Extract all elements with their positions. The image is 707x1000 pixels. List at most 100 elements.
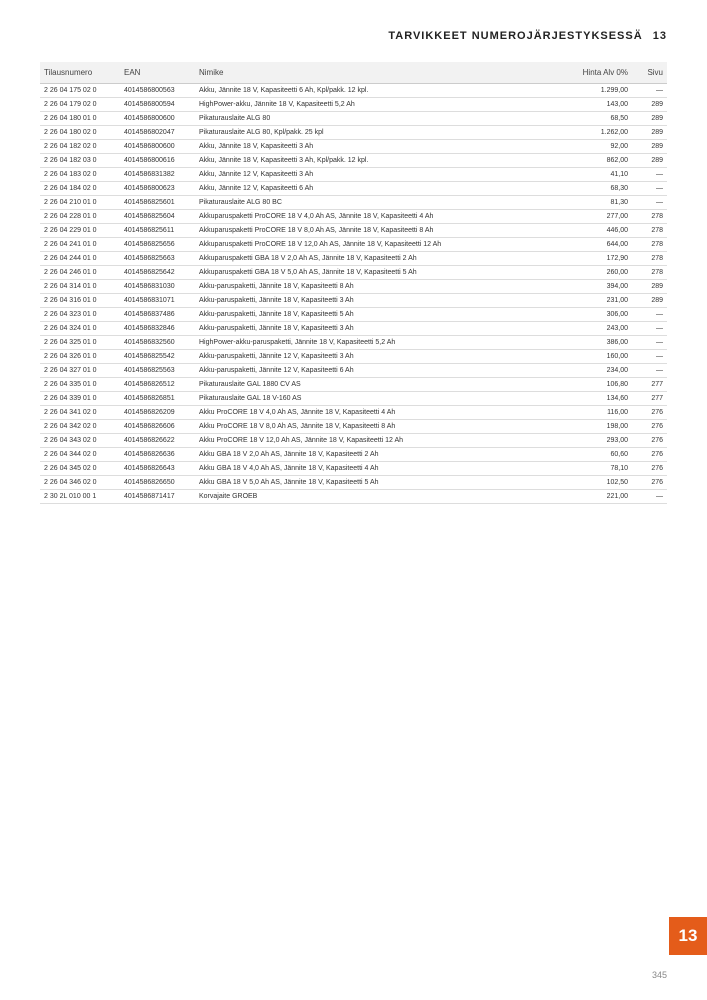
cell-name: Pikaturauslaite GAL 1880 CV AS bbox=[195, 378, 577, 392]
cell-name: Akku GBA 18 V 2,0 Ah AS, Jännite 18 V, K… bbox=[195, 448, 577, 462]
cell-order: 2 26 04 182 02 0 bbox=[40, 140, 120, 154]
cell-page: 277 bbox=[632, 378, 667, 392]
cell-order: 2 26 04 325 01 0 bbox=[40, 336, 120, 350]
cell-price: 394,00 bbox=[577, 280, 632, 294]
cell-ean: 4014586832560 bbox=[120, 336, 195, 350]
cell-price: 78,10 bbox=[577, 462, 632, 476]
cell-price: 231,00 bbox=[577, 294, 632, 308]
table-row: 2 26 04 244 01 04014586825663Akkuparuspa… bbox=[40, 252, 667, 266]
cell-name: HighPower-akku-paruspaketti, Jännite 18 … bbox=[195, 336, 577, 350]
cell-name: Akku, Jännite 18 V, Kapasiteetti 3 Ah bbox=[195, 140, 577, 154]
cell-price: 862,00 bbox=[577, 154, 632, 168]
table-row: 2 26 04 326 01 04014586825542Akku-parusp… bbox=[40, 350, 667, 364]
cell-name: Pikaturauslaite GAL 18 V-160 AS bbox=[195, 392, 577, 406]
cell-order: 2 26 04 314 01 0 bbox=[40, 280, 120, 294]
table-row: 2 26 04 246 01 04014586825642Akkuparuspa… bbox=[40, 266, 667, 280]
page-header: TARVIKKEET NUMEROJÄRJESTYKSESSÄ 13 bbox=[0, 0, 707, 52]
cell-ean: 4014586837486 bbox=[120, 308, 195, 322]
cell-order: 2 26 04 244 01 0 bbox=[40, 252, 120, 266]
cell-name: Akku-paruspaketti, Jännite 12 V, Kapasit… bbox=[195, 350, 577, 364]
cell-order: 2 26 04 183 02 0 bbox=[40, 168, 120, 182]
table-row: 2 26 04 324 01 04014586832846Akku-parusp… bbox=[40, 322, 667, 336]
cell-price: 198,00 bbox=[577, 420, 632, 434]
cell-page: — bbox=[632, 350, 667, 364]
cell-ean: 4014586831382 bbox=[120, 168, 195, 182]
cell-page: 276 bbox=[632, 406, 667, 420]
cell-order: 2 26 04 341 02 0 bbox=[40, 406, 120, 420]
cell-price: 60,60 bbox=[577, 448, 632, 462]
cell-ean: 4014586800623 bbox=[120, 182, 195, 196]
cell-ean: 4014586800600 bbox=[120, 140, 195, 154]
cell-name: HighPower-akku, Jännite 18 V, Kapasiteet… bbox=[195, 98, 577, 112]
table-row: 2 26 04 183 02 04014586831382Akku, Jänni… bbox=[40, 168, 667, 182]
cell-name: Akku, Jännite 12 V, Kapasiteetti 3 Ah bbox=[195, 168, 577, 182]
cell-page: — bbox=[632, 322, 667, 336]
cell-price: 160,00 bbox=[577, 350, 632, 364]
cell-order: 2 26 04 327 01 0 bbox=[40, 364, 120, 378]
table-header-row: Tilausnumero EAN Nimike Hinta Alv 0% Siv… bbox=[40, 62, 667, 84]
cell-ean: 4014586825542 bbox=[120, 350, 195, 364]
cell-page: — bbox=[632, 84, 667, 98]
cell-price: 446,00 bbox=[577, 224, 632, 238]
cell-order: 2 26 04 345 02 0 bbox=[40, 462, 120, 476]
cell-page: 277 bbox=[632, 392, 667, 406]
col-price-header: Hinta Alv 0% bbox=[577, 62, 632, 84]
product-table: Tilausnumero EAN Nimike Hinta Alv 0% Siv… bbox=[40, 62, 667, 504]
cell-page: 289 bbox=[632, 154, 667, 168]
table-row: 2 26 04 339 01 04014586826851Pikaturausl… bbox=[40, 392, 667, 406]
cell-ean: 4014586826209 bbox=[120, 406, 195, 420]
table-row: 2 26 04 335 01 04014586826512Pikaturausl… bbox=[40, 378, 667, 392]
cell-name: Akku, Jännite 18 V, Kapasiteetti 6 Ah, K… bbox=[195, 84, 577, 98]
cell-page: — bbox=[632, 182, 667, 196]
cell-ean: 4014586826512 bbox=[120, 378, 195, 392]
cell-name: Akku, Jännite 18 V, Kapasiteetti 3 Ah, K… bbox=[195, 154, 577, 168]
cell-name: Akkuparuspaketti GBA 18 V 2,0 Ah AS, Jän… bbox=[195, 252, 577, 266]
table-row: 2 26 04 179 02 04014586800594HighPower-a… bbox=[40, 98, 667, 112]
cell-page: 276 bbox=[632, 434, 667, 448]
cell-order: 2 26 04 180 01 0 bbox=[40, 112, 120, 126]
cell-ean: 4014586800594 bbox=[120, 98, 195, 112]
cell-ean: 4014586832846 bbox=[120, 322, 195, 336]
table-row: 2 26 04 228 01 04014586825604Akkuparuspa… bbox=[40, 210, 667, 224]
cell-order: 2 30 2L 010 00 1 bbox=[40, 490, 120, 504]
cell-page: 289 bbox=[632, 98, 667, 112]
cell-page: — bbox=[632, 196, 667, 210]
table-row: 2 26 04 210 01 04014586825601Pikaturausl… bbox=[40, 196, 667, 210]
cell-name: Akku ProCORE 18 V 8,0 Ah AS, Jännite 18 … bbox=[195, 420, 577, 434]
cell-order: 2 26 04 184 02 0 bbox=[40, 182, 120, 196]
cell-ean: 4014586825642 bbox=[120, 266, 195, 280]
table-row: 2 26 04 314 01 04014586831030Akku-parusp… bbox=[40, 280, 667, 294]
cell-ean: 4014586826636 bbox=[120, 448, 195, 462]
cell-name: Akkuparuspaketti ProCORE 18 V 4,0 Ah AS,… bbox=[195, 210, 577, 224]
cell-name: Akkuparuspaketti GBA 18 V 5,0 Ah AS, Jän… bbox=[195, 266, 577, 280]
cell-name: Pikaturauslaite ALG 80, Kpl/pakk. 25 kpl bbox=[195, 126, 577, 140]
cell-price: 1.262,00 bbox=[577, 126, 632, 140]
cell-ean: 4014586800563 bbox=[120, 84, 195, 98]
table-row: 2 26 04 182 02 04014586800600Akku, Jänni… bbox=[40, 140, 667, 154]
table-row: 2 26 04 341 02 04014586826209Akku ProCOR… bbox=[40, 406, 667, 420]
cell-price: 243,00 bbox=[577, 322, 632, 336]
table-row: 2 26 04 346 02 04014586826650Akku GBA 18… bbox=[40, 476, 667, 490]
cell-ean: 4014586826643 bbox=[120, 462, 195, 476]
cell-name: Akku-paruspaketti, Jännite 12 V, Kapasit… bbox=[195, 364, 577, 378]
cell-ean: 4014586825663 bbox=[120, 252, 195, 266]
cell-order: 2 26 04 316 01 0 bbox=[40, 294, 120, 308]
cell-order: 2 26 04 228 01 0 bbox=[40, 210, 120, 224]
cell-order: 2 26 04 344 02 0 bbox=[40, 448, 120, 462]
cell-price: 1.299,00 bbox=[577, 84, 632, 98]
cell-page: 278 bbox=[632, 210, 667, 224]
cell-page: 289 bbox=[632, 140, 667, 154]
cell-price: 116,00 bbox=[577, 406, 632, 420]
cell-page: 278 bbox=[632, 252, 667, 266]
cell-order: 2 26 04 346 02 0 bbox=[40, 476, 120, 490]
cell-ean: 4014586800616 bbox=[120, 154, 195, 168]
cell-order: 2 26 04 241 01 0 bbox=[40, 238, 120, 252]
cell-name: Akkuparuspaketti ProCORE 18 V 8,0 Ah AS,… bbox=[195, 224, 577, 238]
table-row: 2 26 04 175 02 04014586800563Akku, Jänni… bbox=[40, 84, 667, 98]
cell-name: Pikaturauslaite ALG 80 bbox=[195, 112, 577, 126]
section-side-tab: 13 bbox=[669, 917, 707, 955]
cell-name: Akku ProCORE 18 V 4,0 Ah AS, Jännite 18 … bbox=[195, 406, 577, 420]
cell-order: 2 26 04 210 01 0 bbox=[40, 196, 120, 210]
cell-ean: 4014586825611 bbox=[120, 224, 195, 238]
cell-name: Akku, Jännite 12 V, Kapasiteetti 6 Ah bbox=[195, 182, 577, 196]
